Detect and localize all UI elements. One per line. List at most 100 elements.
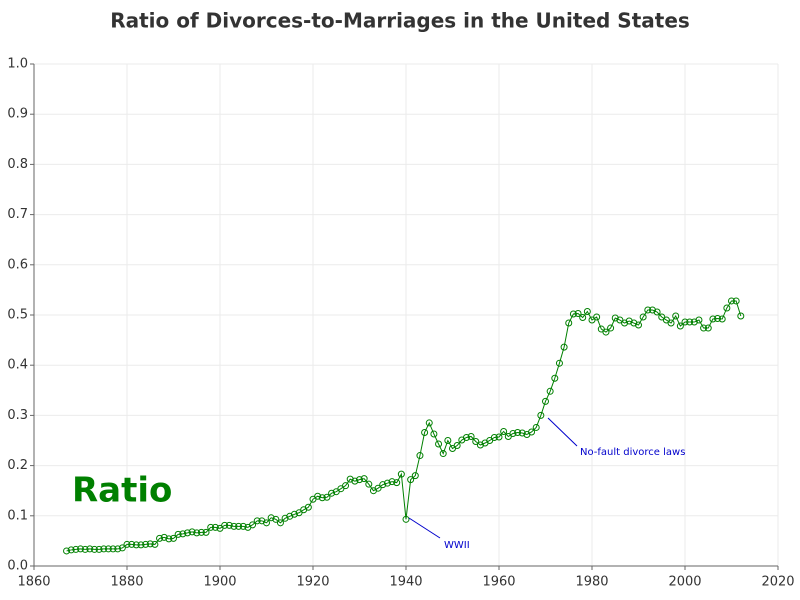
point	[737, 312, 745, 320]
point	[509, 429, 517, 437]
point	[197, 528, 205, 536]
point	[179, 530, 187, 538]
point	[709, 315, 717, 323]
point	[267, 514, 275, 522]
point	[537, 411, 545, 419]
y-tick-label: 0.0	[7, 559, 28, 574]
point	[281, 514, 289, 522]
point	[290, 510, 298, 518]
point	[202, 528, 210, 536]
point	[249, 521, 257, 529]
point	[393, 479, 401, 487]
point	[728, 297, 735, 305]
point	[109, 545, 117, 553]
point	[137, 541, 145, 549]
point	[430, 430, 438, 438]
y-tick-label: 0.6	[7, 257, 28, 272]
point	[328, 489, 336, 497]
point	[239, 522, 247, 530]
point	[476, 441, 484, 449]
point	[193, 529, 201, 537]
point	[686, 318, 694, 326]
point	[318, 494, 326, 502]
point	[132, 541, 140, 549]
point	[630, 319, 638, 327]
point	[500, 427, 508, 435]
point	[156, 534, 164, 542]
point	[644, 306, 652, 314]
point	[90, 545, 98, 553]
point	[351, 477, 359, 485]
point	[593, 313, 601, 321]
point	[304, 503, 312, 511]
y-tick-label: 0.1	[7, 508, 28, 523]
point	[700, 324, 708, 332]
point	[151, 540, 159, 548]
point	[653, 308, 661, 316]
y-tick-label: 0.7	[7, 207, 28, 222]
point	[472, 438, 480, 446]
annotation-line	[408, 517, 441, 539]
point	[221, 521, 229, 529]
point	[272, 515, 280, 523]
point	[86, 545, 94, 553]
chart-title: Ratio of Divorces-to-Marriages in the Un…	[110, 9, 690, 33]
point	[225, 521, 233, 529]
y-tick-label: 0.8	[7, 157, 28, 172]
point	[421, 428, 429, 436]
annotation: WWII	[444, 540, 470, 551]
x-tick-label: 2020	[761, 575, 794, 590]
point	[374, 484, 382, 492]
point	[128, 540, 136, 548]
point	[579, 314, 587, 322]
point	[695, 316, 703, 324]
y-tick-label: 1.0	[7, 57, 28, 72]
point	[346, 475, 354, 483]
point	[625, 317, 633, 325]
point	[95, 545, 103, 553]
x-tick-label: 1940	[389, 575, 422, 590]
point	[607, 324, 615, 332]
point	[123, 540, 131, 548]
point	[356, 476, 363, 484]
point	[67, 546, 75, 554]
point	[118, 544, 126, 552]
point	[276, 519, 284, 527]
point	[425, 419, 433, 427]
point	[388, 478, 396, 486]
x-tick-label: 1920	[296, 575, 329, 590]
y-tick-label: 0.9	[7, 107, 28, 122]
point	[360, 475, 368, 483]
point	[611, 314, 619, 322]
series-label: Ratio	[72, 471, 172, 511]
point	[63, 547, 71, 555]
point	[518, 429, 526, 437]
point	[672, 312, 680, 320]
x-tick-label: 1960	[482, 575, 515, 590]
point	[495, 433, 503, 441]
point	[639, 313, 647, 321]
point	[100, 545, 108, 553]
point	[532, 423, 540, 431]
point	[263, 519, 270, 527]
point	[602, 328, 610, 336]
point	[160, 533, 168, 541]
y-tick-label: 0.5	[7, 308, 28, 323]
point	[323, 493, 331, 501]
point	[528, 428, 536, 436]
point	[407, 476, 415, 484]
point	[667, 319, 675, 327]
point	[142, 540, 150, 548]
point	[583, 307, 591, 315]
point	[402, 515, 410, 523]
point	[286, 512, 294, 520]
point	[569, 310, 577, 318]
point	[365, 480, 373, 488]
point	[253, 517, 261, 525]
x-tick-label: 1880	[110, 575, 143, 590]
point	[170, 534, 177, 542]
x-tick-label: 1860	[17, 575, 50, 590]
point	[77, 545, 84, 553]
point	[230, 522, 238, 530]
point	[114, 545, 122, 553]
